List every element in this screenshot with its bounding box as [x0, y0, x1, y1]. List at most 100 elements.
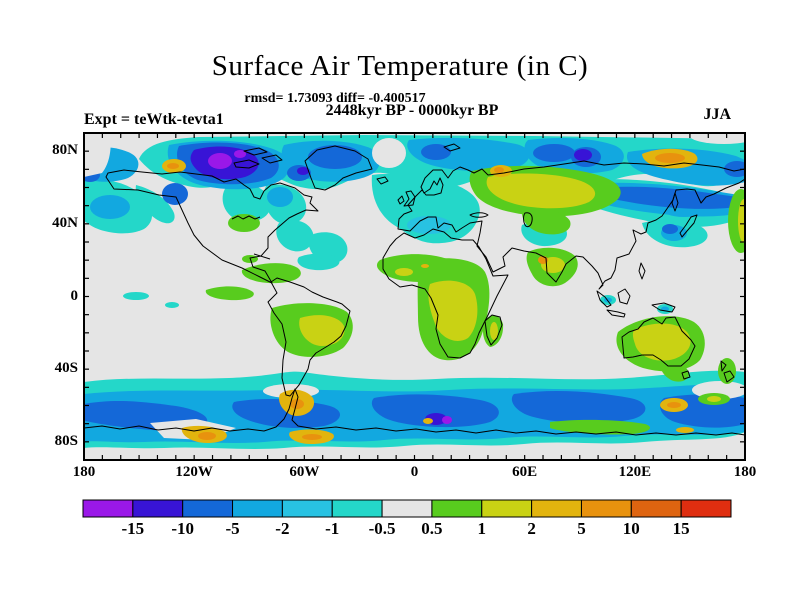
anomaly-region — [718, 358, 736, 384]
coastline — [651, 302, 676, 313]
anomaly-region — [234, 150, 246, 158]
colorbar-level-label: -15 — [121, 519, 145, 538]
colorbar-cell — [182, 499, 234, 518]
colorbar-level-label: 10 — [622, 519, 640, 538]
anomaly-region — [533, 144, 575, 162]
anomaly-region — [372, 138, 406, 168]
anomaly-region — [299, 315, 345, 346]
coastline — [105, 169, 319, 284]
anomaly-region — [371, 394, 499, 428]
coastline — [233, 159, 260, 169]
lat-axis-label: 40N — [52, 214, 78, 231]
colorbar-level-label: -2 — [275, 519, 290, 538]
anomaly-region — [511, 391, 646, 424]
anomaly-region — [299, 258, 337, 268]
anomaly-region — [707, 396, 721, 402]
colorbar-cell — [630, 499, 682, 518]
anomaly-region — [676, 427, 694, 433]
lat-axis-label: 0 — [70, 287, 79, 304]
anomaly-region — [222, 181, 271, 222]
coastline — [84, 388, 745, 436]
lon-axis-label: 60W — [289, 464, 320, 480]
anomaly-region — [208, 153, 232, 169]
colorbar-level-label: 2 — [527, 519, 536, 538]
anomaly-region — [486, 173, 596, 209]
colorbar-cell — [281, 499, 333, 518]
coastline — [397, 160, 745, 290]
anomaly-region — [421, 144, 451, 160]
anomaly-region — [660, 361, 690, 382]
lat-axis-label: 80S — [54, 432, 78, 449]
anomaly-region — [521, 209, 571, 235]
colorbar-cell — [82, 499, 134, 518]
season-label: JJA — [703, 106, 731, 123]
colorbar-level-label: 5 — [577, 519, 586, 538]
colorbar-level-label: 0.5 — [421, 519, 443, 538]
colorbar-cell — [531, 499, 582, 518]
coastline — [523, 212, 533, 228]
anomaly-region — [428, 280, 478, 341]
coastline — [679, 214, 698, 238]
comparison-period: 2448kyr BP - 0000kyr BP — [325, 102, 499, 119]
anomaly-region — [198, 432, 216, 440]
colorbar-level-label: -10 — [171, 519, 195, 538]
colorbar-cell — [431, 499, 483, 518]
rmsd-diff-stats: rmsd= 1.73093 diff= -0.400517 — [244, 91, 426, 106]
coastline — [243, 147, 268, 156]
anomaly-region — [421, 264, 429, 268]
anomaly-region — [574, 149, 592, 161]
anomaly-region — [123, 292, 149, 300]
anomaly-region — [228, 214, 260, 232]
coastline — [443, 143, 461, 152]
lat-axis-label: 40S — [54, 360, 78, 377]
coastline — [671, 192, 679, 212]
colorbar-level-label: -0.5 — [368, 519, 396, 538]
colorbar-cell — [331, 499, 383, 518]
colorbar-level-label: 15 — [672, 519, 690, 538]
lon-axis-label: 120E — [618, 464, 652, 480]
anomaly-region — [490, 322, 498, 340]
anomaly-region — [632, 323, 691, 361]
anomaly-region — [135, 185, 175, 224]
colorbar-cell — [481, 499, 533, 518]
coastline — [403, 190, 416, 207]
lon-axis-label: 180 — [733, 464, 757, 480]
colorbar-cell — [132, 499, 184, 518]
coastline — [606, 309, 626, 318]
anomaly-region — [84, 133, 111, 177]
coastline — [638, 262, 646, 280]
anomaly-region — [167, 163, 179, 169]
colorbar-cell — [580, 499, 632, 518]
anomaly-region — [655, 153, 685, 163]
coastline — [376, 176, 389, 185]
anomaly-region — [494, 167, 504, 173]
lon-axis-label: 120W — [175, 464, 213, 480]
anomaly-region — [267, 187, 293, 207]
anomaly-region — [662, 224, 678, 234]
coastline — [596, 290, 612, 308]
coastline — [267, 277, 351, 397]
lon-axis-label: 0 — [410, 464, 419, 480]
anomaly-region — [423, 418, 433, 424]
coastline — [723, 370, 735, 383]
colorbar-level-label: 1 — [477, 519, 487, 538]
coastline — [382, 228, 509, 359]
anomaly-region — [738, 199, 745, 243]
anomaly-region — [724, 161, 745, 177]
colorbar-level-label: -5 — [225, 519, 240, 538]
colorbar-level-label: -1 — [325, 519, 340, 538]
colorbar-cell — [680, 499, 732, 518]
coastline — [261, 154, 283, 164]
anomaly-region — [395, 268, 413, 276]
lat-axis-label: 80N — [52, 142, 78, 159]
anomaly-region — [302, 434, 322, 440]
anomaly-region — [667, 402, 681, 408]
coastline — [304, 145, 373, 191]
lon-axis-label: 180 — [72, 464, 96, 480]
anomaly-region — [407, 216, 451, 234]
coastline — [469, 212, 489, 218]
coastline — [621, 316, 696, 367]
anomaly-region — [205, 286, 254, 301]
anomaly-region — [297, 167, 309, 175]
